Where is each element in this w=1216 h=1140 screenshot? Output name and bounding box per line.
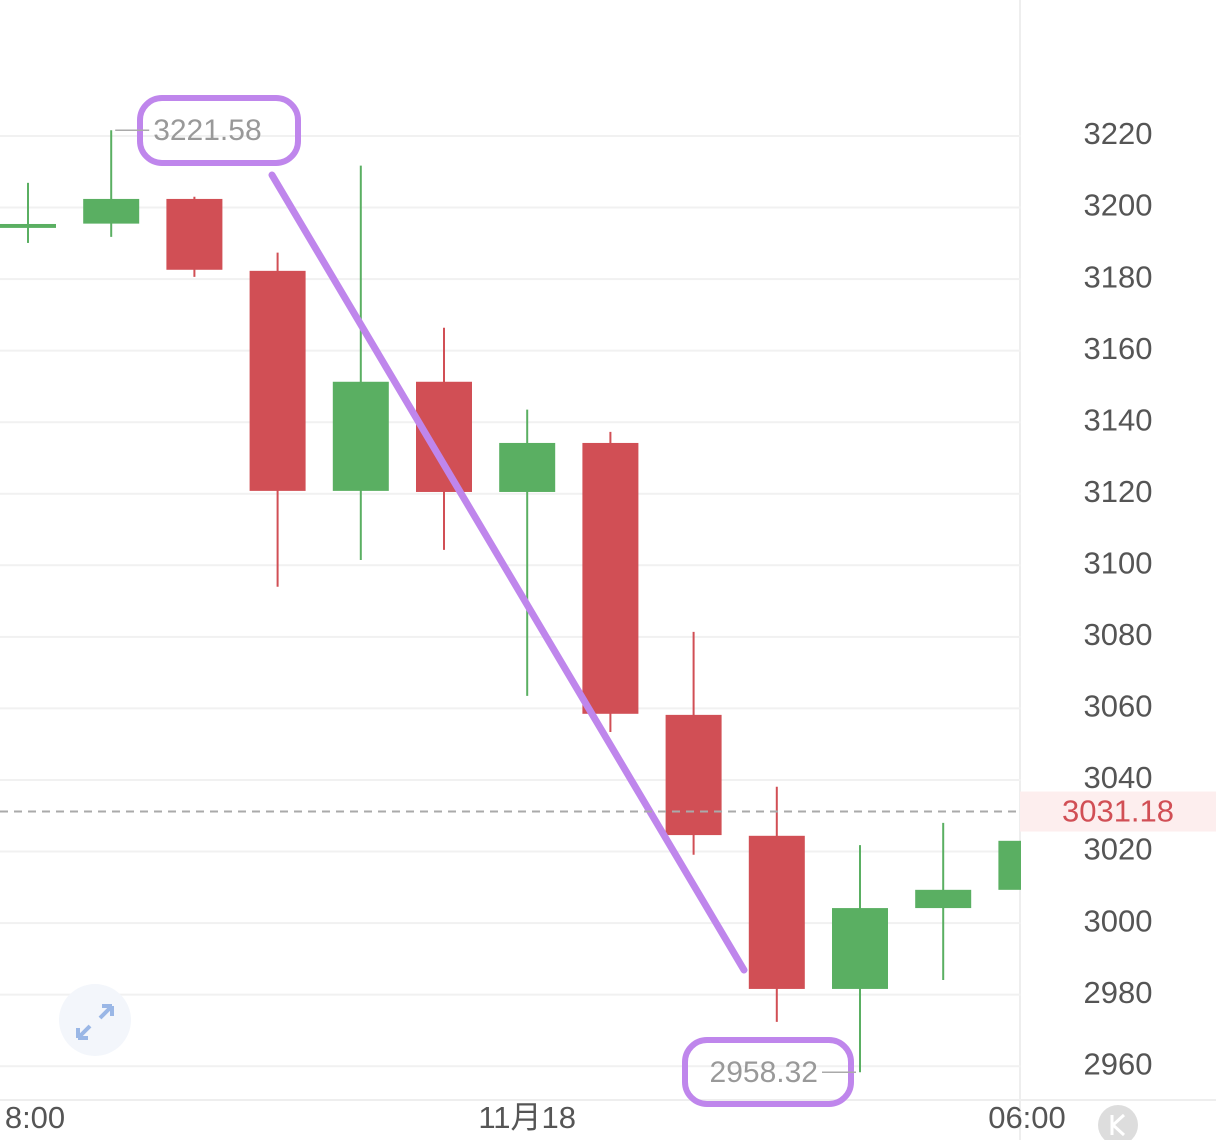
y-tick-label: 3160 [1084, 331, 1153, 366]
candles: 8:00 11月18 06:00 [0, 130, 1066, 1135]
candle-body [748, 835, 805, 989]
annotations: 3221.58 2958.32 [59, 95, 1138, 1140]
y-tick-label: 3020 [1084, 832, 1153, 867]
candle-body [499, 442, 556, 492]
y-tick-label: 3060 [1084, 689, 1153, 724]
high-label: 3221.58 [153, 114, 261, 147]
last-price-label: 3031.18 [1062, 794, 1174, 829]
candle-body [166, 198, 223, 270]
y-tick-label: 3100 [1084, 545, 1153, 580]
k-icon [1110, 1113, 1126, 1137]
candle-body [332, 381, 389, 491]
y-tick-label: 2960 [1084, 1046, 1153, 1081]
candle-body [665, 714, 722, 836]
candle-body [582, 442, 639, 714]
candle-body [915, 889, 972, 909]
y-tick-label: 3000 [1084, 903, 1153, 938]
y-tick-label: 3180 [1084, 259, 1153, 294]
y-tick-label: 3140 [1084, 402, 1153, 437]
y-tick-label: 3080 [1084, 617, 1153, 652]
y-tick-label: 2980 [1084, 975, 1153, 1010]
candle-body [249, 270, 306, 491]
y-tick-label: 3220 [1084, 116, 1153, 151]
low-label: 2958.32 [710, 1056, 818, 1089]
y-tick-label: 3200 [1084, 188, 1153, 223]
x-tick-label: 8:00 [5, 1100, 65, 1135]
candle-body [83, 198, 140, 224]
y-tick-label: 3040 [1084, 760, 1153, 795]
last-price-bg [1020, 791, 1216, 832]
axis-background [1021, 0, 1216, 1099]
y-tick-label: 3120 [1084, 474, 1153, 509]
x-tick-label: 06:00 [988, 1100, 1066, 1135]
candle-body [0, 223, 56, 228]
candle-body [832, 908, 888, 989]
k-button[interactable] [1098, 1105, 1138, 1140]
expand-icon [76, 1004, 114, 1040]
trend-line [268, 171, 748, 974]
x-tick-label: 11月18 [478, 1100, 576, 1135]
expand-button[interactable] [59, 984, 131, 1056]
